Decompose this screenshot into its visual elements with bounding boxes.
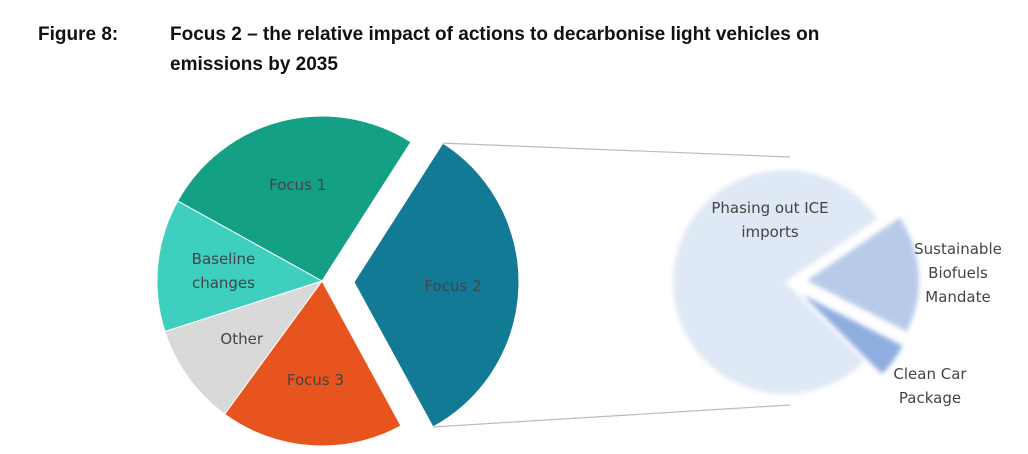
pie-slice — [806, 217, 919, 332]
pie-slice — [223, 280, 402, 447]
chart-title: Focus 2 – the relative impact of actions… — [170, 24, 820, 75]
pie-slice — [164, 280, 324, 415]
slice-label: Phasing out ICE imports — [711, 199, 829, 241]
pie-slice — [672, 170, 878, 395]
slice-label: Other — [220, 329, 263, 348]
figure-label: Figure 8: — [38, 24, 119, 45]
slice-label: Focus 1 — [269, 176, 327, 195]
connector-line — [432, 404, 791, 428]
pie-slice — [177, 115, 412, 282]
pie-slice — [802, 294, 903, 375]
slice-label: Focus 2 — [424, 276, 482, 295]
pie-slice — [353, 142, 520, 428]
pie-slice — [156, 200, 324, 333]
secondary-pie — [672, 170, 919, 395]
slice-label: Focus 3 — [286, 370, 345, 389]
slice-label: Sustainable Biofuels Mandate — [914, 240, 1002, 306]
slice-label: Baseline changes — [191, 250, 256, 293]
connector-line — [442, 142, 791, 158]
slice-label: Clean Car Package — [893, 365, 967, 407]
